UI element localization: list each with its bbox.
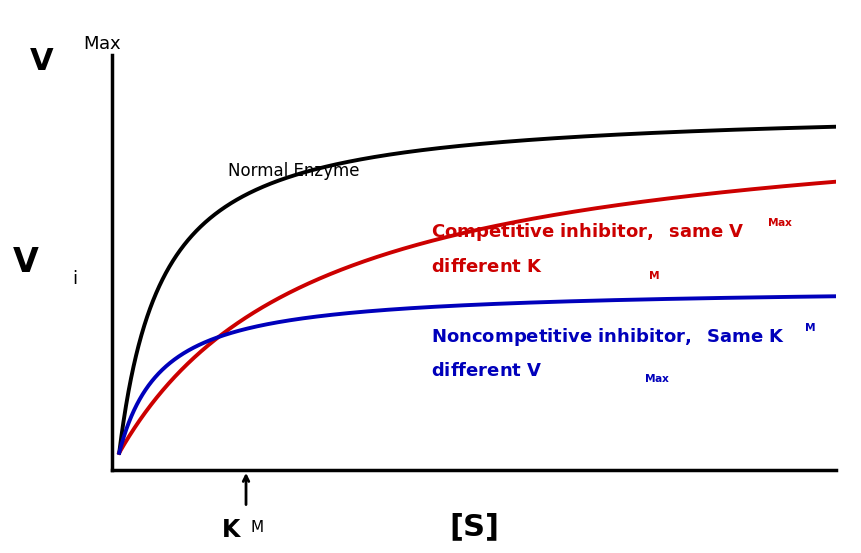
Text: $\mathbf{_M}$: $\mathbf{_M}$ [802, 320, 815, 335]
Text: Normal Enzyme: Normal Enzyme [227, 163, 359, 180]
Text: $\mathbf{K}$: $\mathbf{K}$ [221, 518, 242, 542]
Text: $\mathbf{_M}$: $\mathbf{_M}$ [647, 267, 659, 282]
Text: $\mathbf{V}$: $\mathbf{V}$ [28, 47, 54, 76]
Text: $\mathrm{i}$: $\mathrm{i}$ [72, 270, 77, 288]
Text: $\mathbf{[S]}$: $\mathbf{[S]}$ [449, 512, 499, 543]
Text: $\mathbf{different\ V}$: $\mathbf{different\ V}$ [430, 362, 542, 379]
Text: $\mathrm{M}$: $\mathrm{M}$ [250, 519, 263, 535]
Text: $\mathbf{_{Max}}$: $\mathbf{_{Max}}$ [643, 371, 670, 385]
Text: $\mathbf{V}$: $\mathbf{V}$ [12, 246, 40, 279]
Text: $\mathbf{Noncompetitive\ inhibitor,\ \ Same\ K}$: $\mathbf{Noncompetitive\ inhibitor,\ \ S… [430, 326, 784, 348]
Text: $\mathbf{Competitive\ inhibitor,\ \ same\ V}$: $\mathbf{Competitive\ inhibitor,\ \ same… [430, 221, 743, 243]
Text: $\mathrm{Max}$: $\mathrm{Max}$ [83, 34, 121, 53]
Text: $\mathbf{different\ K}$: $\mathbf{different\ K}$ [430, 258, 542, 276]
Text: $\mathbf{_{Max}}$: $\mathbf{_{Max}}$ [766, 213, 793, 229]
